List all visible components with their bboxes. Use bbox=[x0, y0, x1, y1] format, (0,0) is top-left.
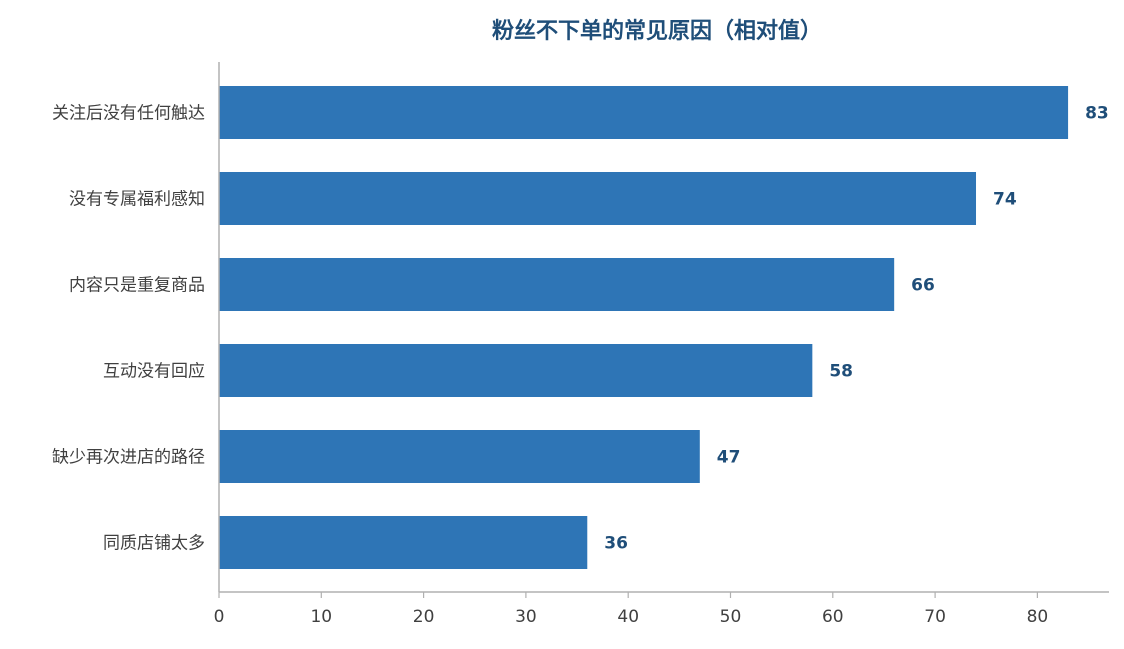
category-label: 关注后没有任何触达 bbox=[52, 104, 205, 124]
x-tick-label: 10 bbox=[310, 607, 332, 627]
bar-1 bbox=[219, 172, 977, 225]
value-label: 58 bbox=[829, 362, 853, 382]
x-tick-label: 0 bbox=[214, 607, 225, 627]
bar-5 bbox=[219, 516, 588, 569]
chart-title: 粉丝不下单的常见原因（相对值） bbox=[492, 18, 822, 44]
category-label: 没有专属福利感知 bbox=[69, 190, 205, 210]
x-tick-label: 60 bbox=[822, 607, 844, 627]
bar-4 bbox=[219, 430, 700, 483]
bar-0 bbox=[219, 86, 1069, 139]
axis-layer: 关注后没有任何触达 83 没有专属福利感知 74 内容只是重复商品 66 互动没有回应 58 缺… bbox=[52, 62, 1109, 627]
bar-2 bbox=[219, 258, 895, 311]
category-label: 互动没有回应 bbox=[103, 362, 205, 382]
x-tick-label: 30 bbox=[515, 607, 537, 627]
value-label: 36 bbox=[604, 534, 628, 554]
category-label: 缺少再次进店的路径 bbox=[52, 448, 205, 468]
x-tick-label: 80 bbox=[1027, 607, 1049, 627]
bars-layer bbox=[219, 86, 1069, 569]
x-tick-label: 20 bbox=[413, 607, 435, 627]
value-label: 47 bbox=[717, 448, 741, 468]
category-label: 内容只是重复商品 bbox=[69, 276, 205, 296]
x-tick-label: 40 bbox=[617, 607, 639, 627]
value-label: 66 bbox=[911, 276, 935, 296]
bar-3 bbox=[219, 344, 813, 397]
value-label: 83 bbox=[1085, 104, 1109, 124]
x-tick-label: 70 bbox=[924, 607, 946, 627]
category-label: 同质店铺太多 bbox=[103, 534, 205, 554]
x-tick-label: 50 bbox=[720, 607, 742, 627]
value-label: 74 bbox=[993, 190, 1017, 210]
